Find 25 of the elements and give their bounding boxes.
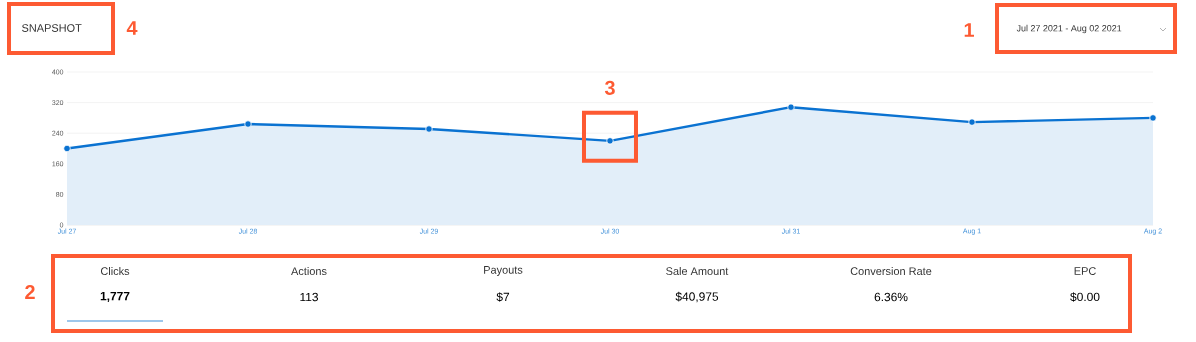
- text: Payouts: [484, 266, 523, 276]
- text: $40,975: [675, 291, 719, 303]
- text: Sale Amount: [666, 266, 729, 276]
- text: Clicks: [100, 266, 130, 276]
- text: 2: [25, 285, 35, 299]
- text: $7: [496, 292, 510, 302]
- point: [968, 118, 976, 126]
- point: [787, 103, 795, 111]
- text: Actions: [291, 266, 327, 276]
- annotation: 3: [604, 80, 615, 95]
- point: [1149, 114, 1157, 122]
- text: 1: [964, 23, 974, 37]
- text: 1,777: [100, 291, 130, 303]
- point: [606, 137, 614, 145]
- point: [425, 125, 433, 133]
- text: 4: [126, 21, 138, 35]
- text: Conversion Rate: [850, 266, 932, 276]
- chart-title: SNAPSHOT: [22, 24, 82, 32]
- text: $0.00: [1070, 292, 1100, 302]
- text: EPC: [1074, 267, 1096, 275]
- point: [244, 120, 252, 128]
- text: 113: [300, 292, 319, 302]
- text: 6.36%: [874, 292, 908, 302]
- chart-subtitle: Jul 27 2021 - Aug 02 2021: [1016, 24, 1122, 34]
- point: [63, 144, 71, 153]
